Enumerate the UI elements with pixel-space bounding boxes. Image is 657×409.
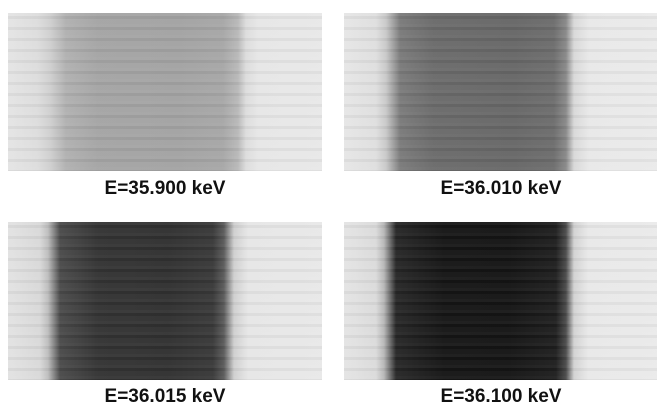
xray-image — [8, 13, 322, 171]
xray-image — [8, 222, 322, 380]
xray-image — [344, 222, 657, 380]
caption: E=36.015 keV — [8, 386, 322, 408]
caption: E=36.100 keV — [344, 386, 657, 408]
figure: E=35.900 keV E=36.010 keV E=36.015 keV E… — [0, 0, 657, 409]
caption: E=35.900 keV — [8, 178, 322, 200]
caption: E=36.010 keV — [344, 178, 657, 200]
xray-image — [344, 13, 657, 171]
